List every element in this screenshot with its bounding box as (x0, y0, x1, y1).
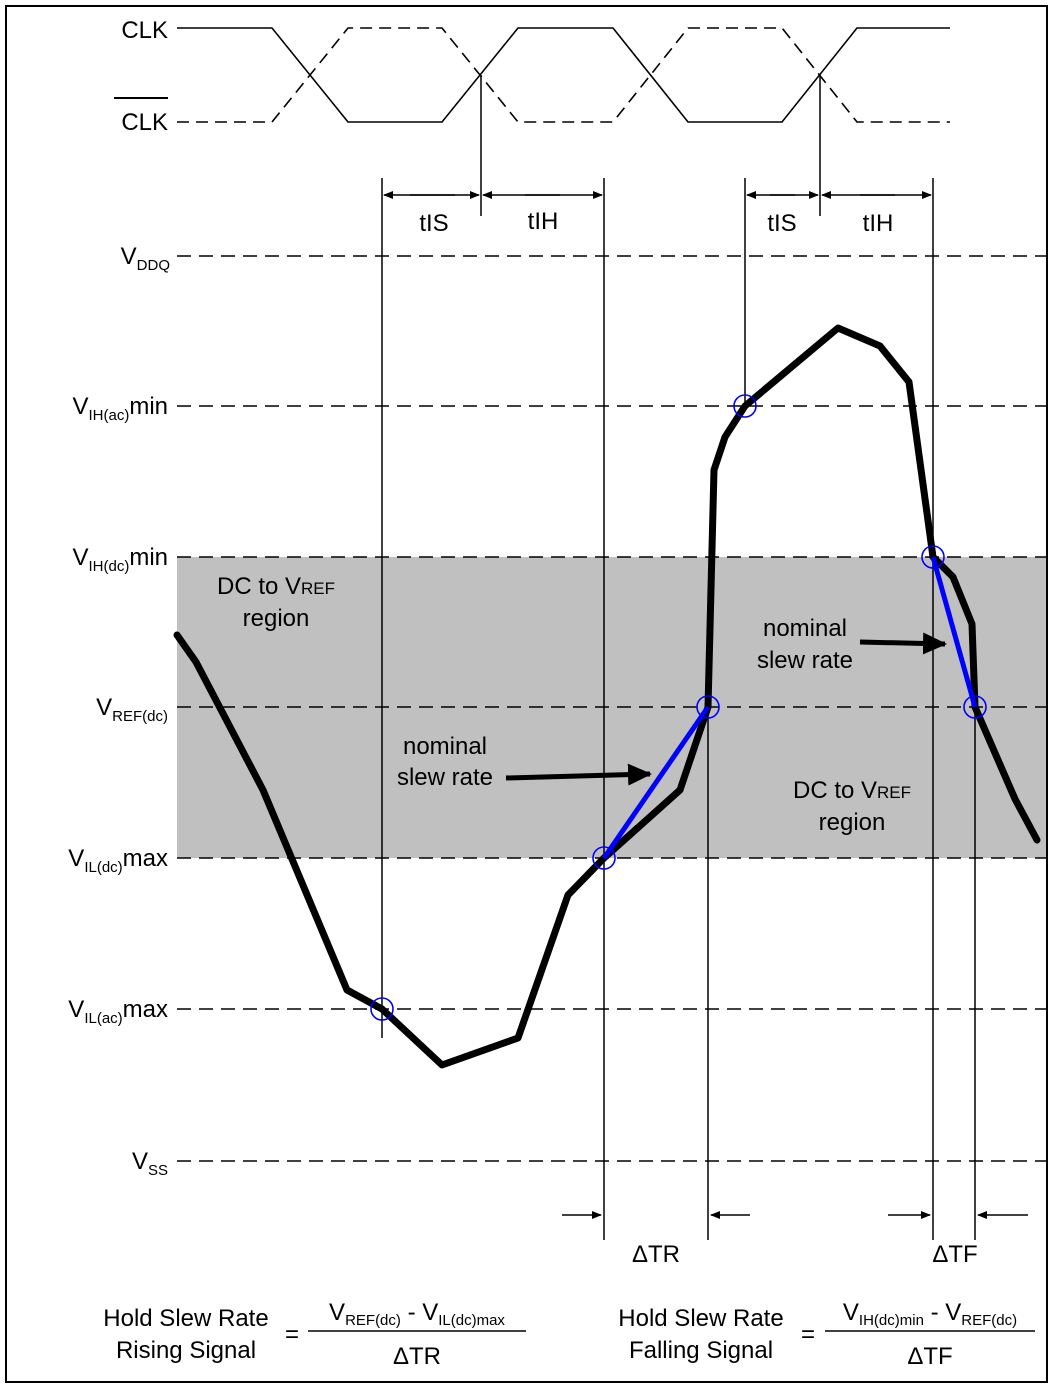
vref-dc-label: VREF(dc) (96, 694, 168, 725)
vil-dc-crossing-marker (592, 846, 616, 870)
signal-waveform (173, 324, 1041, 1069)
level-lines (177, 255, 1046, 1162)
falling-annotation-arrow (859, 632, 947, 655)
rising-annotation-line1: nominal (403, 733, 487, 760)
delta-tf-label: ΔTF (932, 1241, 977, 1268)
vref-falling-crossing-marker (963, 695, 987, 719)
right-region-label-line2: region (819, 809, 886, 836)
falling-formula-label-line1: Hold Slew Rate (618, 1305, 783, 1332)
vil-dc-label: VIL(dc)max (68, 845, 168, 876)
clk-bar-waveform (177, 27, 950, 123)
tih-label-2: tIH (863, 210, 894, 237)
delta-tr-label: ΔTR (632, 1241, 680, 1268)
falling-formula-numerator: VIH(dc)min - VREF(dc) (843, 1299, 1017, 1329)
vss-label: VSS (132, 1148, 168, 1179)
falling-nominal-slew-line (930, 556, 978, 708)
rising-annotation-line2: slew rate (397, 764, 493, 791)
falling-formula-equals: = (801, 1321, 815, 1348)
falling-formula-label-line2: Falling Signal (629, 1337, 773, 1364)
rising-annotation-arrow (505, 763, 652, 786)
clk-bar-label: CLK (121, 109, 168, 136)
rising-formula-label-line2: Rising Signal (116, 1337, 256, 1364)
vref-rising-crossing-marker (696, 695, 720, 719)
vih-ac-label: VIH(ac)min (72, 393, 168, 424)
rising-formula-denominator: ΔTR (393, 1343, 441, 1370)
vih-dc-crossing-marker (921, 545, 945, 569)
right-region-label-line1: DC to VREF (793, 777, 911, 804)
clk-label: CLK (121, 17, 168, 44)
rising-formula-equals: = (285, 1321, 299, 1348)
falling-annotation-line1: nominal (763, 615, 847, 642)
vih-dc-label: VIH(dc)min (72, 544, 168, 575)
tis-label-2: tIS (767, 210, 796, 237)
tih-label-1: tIH (528, 208, 559, 235)
vil-ac-label: VIL(ac)max (68, 996, 168, 1027)
crossing-markers (370, 394, 987, 1021)
rising-formula-label-line1: Hold Slew Rate (103, 1305, 268, 1332)
clk-waveform (177, 27, 950, 123)
rising-formula-numerator: VREF(dc) - VIL(dc)max (329, 1299, 505, 1329)
falling-formula-denominator: ΔTF (907, 1343, 952, 1370)
frame-border (5, 5, 1048, 1383)
left-region-label-line2: region (243, 605, 310, 632)
left-region-label-line1: DC to VREF (217, 573, 335, 600)
vil-ac-crossing-marker (370, 997, 394, 1021)
vddq-label: VDDQ (121, 243, 170, 274)
tis-label-1: tIS (419, 210, 448, 237)
timing-verticals (381, 75, 976, 1240)
falling-annotation-line2: slew rate (757, 647, 853, 674)
rising-nominal-slew-line (601, 705, 711, 860)
vih-ac-crossing-marker (733, 394, 757, 418)
